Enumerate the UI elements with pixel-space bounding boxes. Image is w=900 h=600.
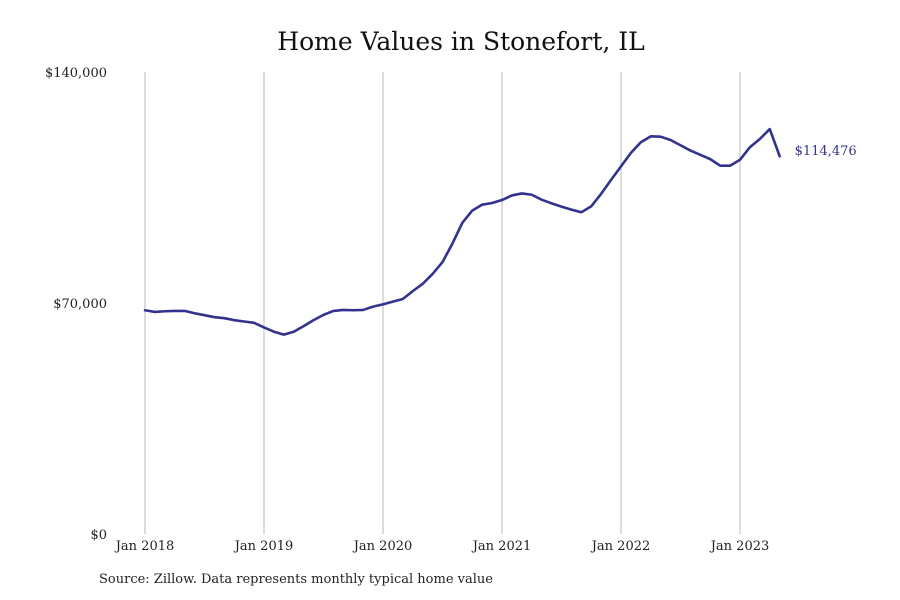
end-label-layer: $114,476 [795, 144, 857, 159]
end-value-label: $114,476 [795, 144, 857, 159]
x-tick-label: Jan 2022 [590, 539, 651, 554]
home-value-line [143, 127, 781, 336]
chart-title: Home Values in Stonefort, IL [277, 27, 645, 56]
x-tick-label: Jan 2021 [471, 539, 532, 554]
grid-lines [144, 72, 741, 534]
y-tick-label: $0 [90, 528, 107, 543]
x-tick-label: Jan 2019 [233, 539, 294, 554]
x-axis-ticks: Jan 2018 Jan 2019 Jan 2020 Jan 2021 Jan 2022… [114, 539, 770, 554]
y-tick-label: $140,000 [45, 66, 107, 81]
x-tick-label: Jan 2023 [709, 539, 770, 554]
source-note: Source: Zillow. Data represents monthly … [99, 572, 493, 587]
x-tick-label: Jan 2020 [352, 539, 413, 554]
x-tick-label: Jan 2018 [114, 539, 175, 554]
y-tick-label: $70,000 [53, 297, 107, 312]
series-layer [143, 127, 781, 336]
y-axis-ticks: $0 $70,000 $140,000 [45, 66, 107, 543]
